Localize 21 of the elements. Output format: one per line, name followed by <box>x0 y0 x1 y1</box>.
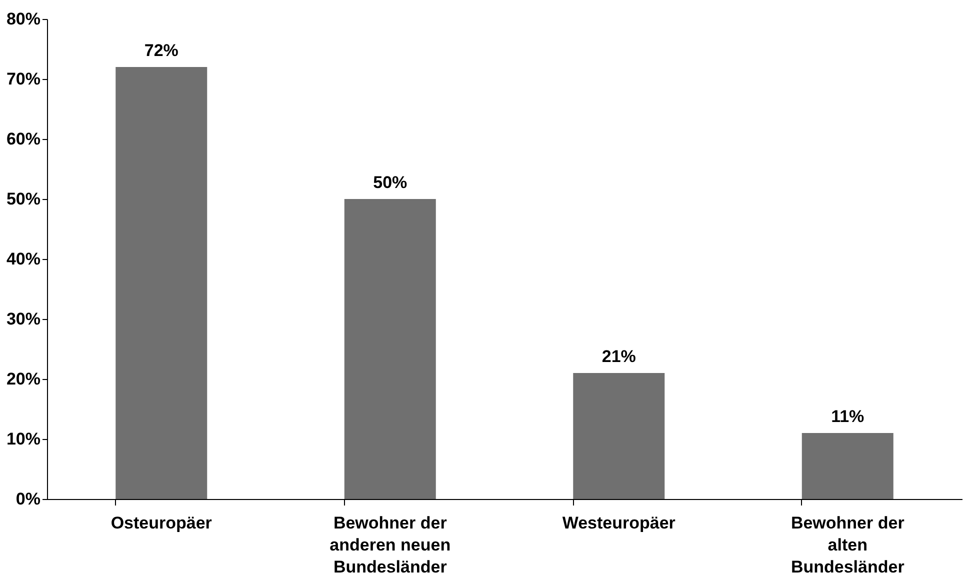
bar <box>573 373 665 499</box>
y-tick-label: 40% <box>6 250 40 268</box>
y-tick-label: 50% <box>6 190 40 208</box>
x-tick-label: Bewohner der alten Bundesländer <box>790 514 905 576</box>
x-tick-label: Bewohner der anderen neuen Bundesländer <box>330 514 451 576</box>
bar <box>802 433 894 499</box>
data-label: 50% <box>373 173 408 192</box>
y-tick-label: 0% <box>16 490 40 508</box>
data-label: 21% <box>602 347 636 366</box>
data-label: 72% <box>144 41 178 60</box>
data-label: 11% <box>831 407 864 426</box>
y-tick-label: 10% <box>6 430 40 448</box>
x-tick-label: Westeuropäer <box>562 514 676 532</box>
bar <box>344 199 436 499</box>
bar <box>116 67 208 499</box>
y-tick-label: 60% <box>6 130 40 148</box>
x-tick-label: Osteuropäer <box>110 514 212 532</box>
y-tick-label: 80% <box>6 10 40 28</box>
y-tick-label: 70% <box>6 70 40 88</box>
y-tick-label: 30% <box>6 310 40 328</box>
y-tick-label: 20% <box>6 370 40 388</box>
